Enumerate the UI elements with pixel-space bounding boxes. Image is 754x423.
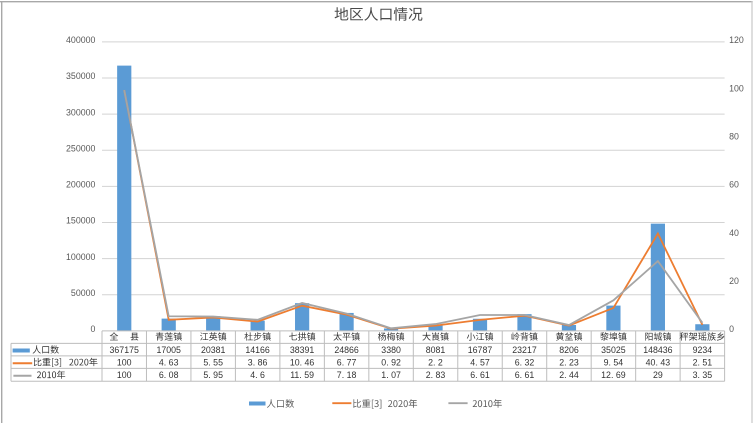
svg-text:38391: 38391 bbox=[290, 345, 315, 355]
svg-text:0: 0 bbox=[729, 324, 734, 334]
svg-text:3. 86: 3. 86 bbox=[248, 357, 268, 367]
svg-text:5. 95: 5. 95 bbox=[203, 370, 223, 380]
svg-text:6. 61: 6. 61 bbox=[470, 370, 490, 380]
svg-text:200000: 200000 bbox=[66, 180, 95, 190]
svg-text:100000: 100000 bbox=[66, 252, 95, 262]
svg-text:6. 32: 6. 32 bbox=[515, 357, 535, 367]
svg-text:60: 60 bbox=[729, 180, 739, 190]
svg-text:3. 35: 3. 35 bbox=[693, 370, 713, 380]
svg-text:24866: 24866 bbox=[334, 345, 359, 355]
svg-text:150000: 150000 bbox=[66, 216, 95, 226]
svg-text:23217: 23217 bbox=[512, 345, 537, 355]
svg-text:9. 54: 9. 54 bbox=[604, 357, 624, 367]
svg-text:367175: 367175 bbox=[110, 345, 139, 355]
svg-text:40: 40 bbox=[729, 228, 739, 238]
svg-text:3380: 3380 bbox=[381, 345, 401, 355]
svg-text:7. 18: 7. 18 bbox=[337, 370, 357, 380]
svg-text:8206: 8206 bbox=[559, 345, 579, 355]
svg-text:2. 83: 2. 83 bbox=[426, 370, 446, 380]
svg-text:0: 0 bbox=[90, 324, 95, 334]
svg-text:148436: 148436 bbox=[643, 345, 672, 355]
svg-text:400000: 400000 bbox=[66, 35, 95, 45]
svg-text:20: 20 bbox=[729, 276, 739, 286]
svg-text:17005: 17005 bbox=[156, 345, 181, 355]
svg-text:2. 23: 2. 23 bbox=[559, 357, 579, 367]
svg-text:29: 29 bbox=[653, 370, 663, 380]
svg-text:14166: 14166 bbox=[245, 345, 270, 355]
svg-text:2. 44: 2. 44 bbox=[559, 370, 579, 380]
svg-text:2. 51: 2. 51 bbox=[693, 357, 713, 367]
svg-text:2. 2: 2. 2 bbox=[428, 357, 443, 367]
svg-text:80: 80 bbox=[729, 131, 739, 141]
svg-text:100: 100 bbox=[117, 357, 132, 367]
svg-text:5. 55: 5. 55 bbox=[203, 357, 223, 367]
svg-text:40. 43: 40. 43 bbox=[646, 357, 671, 367]
svg-text:4. 57: 4. 57 bbox=[470, 357, 490, 367]
svg-text:100: 100 bbox=[117, 370, 132, 380]
svg-text:16787: 16787 bbox=[468, 345, 493, 355]
svg-text:8081: 8081 bbox=[426, 345, 446, 355]
svg-text:6. 08: 6. 08 bbox=[159, 370, 179, 380]
svg-text:35025: 35025 bbox=[601, 345, 626, 355]
svg-text:4. 63: 4. 63 bbox=[159, 357, 179, 367]
svg-text:100: 100 bbox=[729, 83, 744, 93]
svg-text:350000: 350000 bbox=[66, 71, 95, 81]
svg-text:120: 120 bbox=[729, 35, 744, 45]
svg-text:0. 92: 0. 92 bbox=[381, 357, 401, 367]
svg-text:6. 77: 6. 77 bbox=[337, 357, 357, 367]
svg-text:250000: 250000 bbox=[66, 144, 95, 154]
svg-text:50000: 50000 bbox=[71, 288, 96, 298]
svg-text:4. 6: 4. 6 bbox=[250, 370, 265, 380]
svg-text:10. 46: 10. 46 bbox=[290, 357, 315, 367]
svg-text:12. 69: 12. 69 bbox=[601, 370, 626, 380]
svg-text:9234: 9234 bbox=[693, 345, 713, 355]
svg-text:6. 61: 6. 61 bbox=[515, 370, 535, 380]
svg-text:300000: 300000 bbox=[66, 107, 95, 117]
svg-text:20381: 20381 bbox=[201, 345, 226, 355]
svg-text:11. 59: 11. 59 bbox=[290, 370, 314, 380]
svg-text:1. 07: 1. 07 bbox=[381, 370, 401, 380]
